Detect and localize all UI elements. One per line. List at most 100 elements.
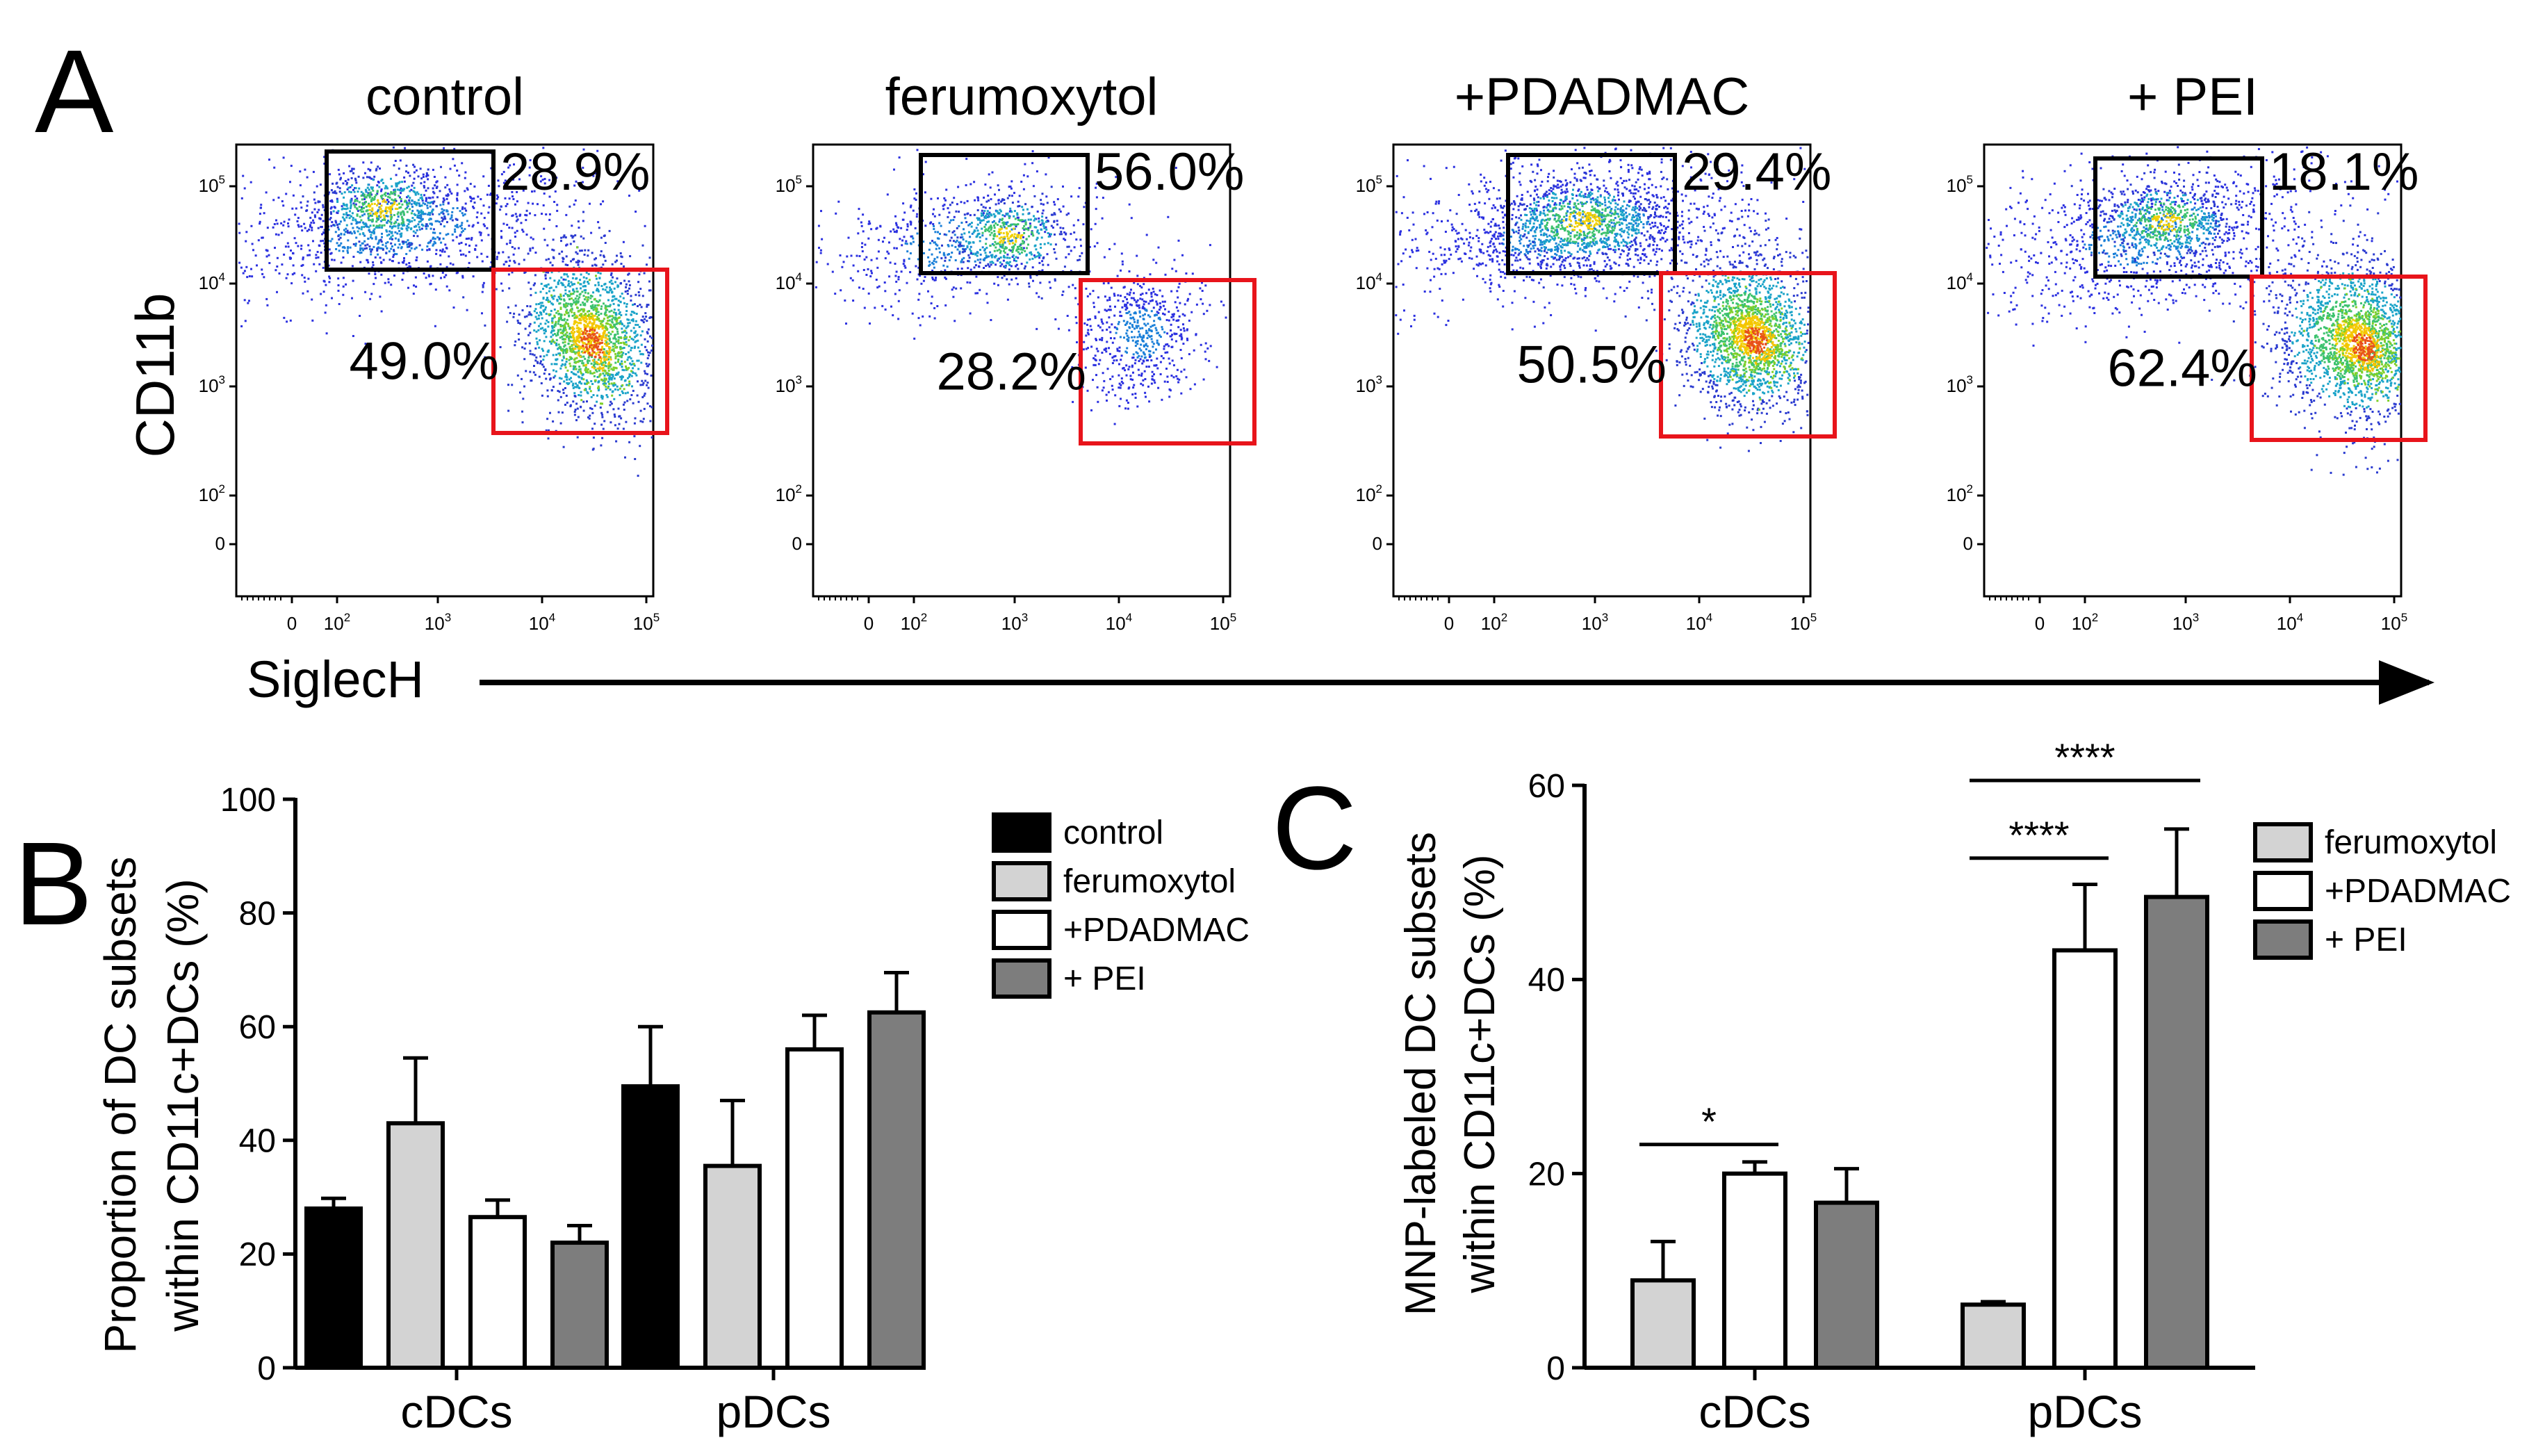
flow-event [563, 298, 566, 301]
flow-event [627, 351, 630, 354]
flow-event [598, 380, 600, 383]
flow-event [1175, 332, 1178, 335]
flow-event [609, 400, 612, 403]
flow-event [1113, 314, 1116, 317]
flow-event [649, 405, 651, 407]
flow-event [521, 309, 524, 311]
flow-event [319, 218, 322, 220]
flow-event [588, 322, 591, 325]
flow-event [578, 310, 580, 313]
flow-event [323, 242, 326, 245]
flow-event [1084, 366, 1087, 369]
flow-event [352, 172, 354, 174]
flow-event [392, 202, 395, 205]
flow-event [894, 263, 897, 265]
flow-event [433, 176, 436, 178]
flow-event [983, 226, 986, 228]
flow-event [522, 398, 525, 400]
flow-event [1156, 341, 1159, 344]
flow-event [1129, 378, 1132, 381]
flow-event [433, 200, 436, 203]
flow-event [567, 322, 569, 325]
flow-event [1132, 297, 1135, 300]
flow-event [379, 208, 382, 211]
flow-event [619, 300, 622, 303]
flow-event [435, 249, 438, 252]
flow-event [346, 188, 349, 190]
flow-event [511, 190, 514, 193]
flow-event [330, 189, 333, 192]
flow-event [400, 192, 402, 195]
flow-event [1126, 329, 1129, 332]
flow-event [619, 345, 622, 348]
flow-event [534, 282, 536, 285]
flow-event [597, 359, 600, 361]
flow-event [1182, 327, 1185, 329]
flow-event [551, 321, 554, 324]
flow-event [958, 252, 961, 255]
flow-event [536, 311, 539, 314]
flow-event [353, 190, 356, 193]
flow-event [512, 198, 515, 200]
flow-event [617, 361, 619, 363]
flow-event [345, 204, 348, 206]
flow-event [433, 228, 435, 231]
flow-event [509, 259, 511, 262]
flow-event [1017, 268, 1020, 270]
flow-event [887, 252, 890, 255]
flow-event [544, 322, 547, 325]
flow-event [1136, 299, 1139, 302]
flow-event [582, 166, 584, 169]
flow-event [641, 384, 644, 386]
flow-event [1031, 150, 1034, 153]
flow-event [559, 395, 562, 398]
flow-event [999, 261, 1001, 264]
flow-event [398, 222, 400, 225]
flow-event [533, 321, 536, 324]
flow-event [1011, 234, 1013, 236]
flow-event [584, 351, 587, 354]
flow-event [366, 186, 369, 189]
flow-event [954, 240, 957, 243]
flow-event [591, 356, 593, 359]
flow-event [1021, 206, 1024, 208]
flow-event [566, 349, 568, 352]
flow-event [456, 225, 459, 228]
flow-event [1102, 386, 1105, 389]
flow-event [375, 224, 378, 227]
flow-event [369, 297, 372, 300]
flow-event [924, 224, 927, 227]
flow-event [544, 274, 547, 277]
flow-event [608, 337, 611, 340]
flow-event [582, 308, 584, 311]
flow-event [587, 357, 590, 359]
flow-event [960, 233, 963, 236]
flow-event [456, 194, 459, 197]
flow-event [976, 254, 979, 257]
flow-event [614, 261, 617, 263]
flow-event [306, 176, 309, 179]
flow-event [1118, 363, 1120, 366]
flow-event [332, 191, 334, 194]
flow-event [1038, 256, 1041, 259]
flow-event [427, 174, 429, 177]
flow-event [1147, 334, 1150, 337]
flow-event [600, 359, 603, 362]
flow-event [983, 196, 985, 199]
flow-event [410, 203, 413, 206]
flow-event [508, 287, 511, 290]
flow-event [862, 213, 865, 216]
flow-event [393, 254, 395, 256]
flow-event [858, 255, 861, 257]
flow-event [1045, 228, 1048, 231]
flow-event [1047, 156, 1050, 159]
flow-event [1225, 316, 1227, 319]
flow-event [420, 223, 423, 226]
flow-event [1142, 318, 1145, 320]
flow-event [589, 320, 591, 323]
flow-event [629, 255, 632, 258]
flow-event [1033, 254, 1036, 257]
flow-event [1141, 306, 1144, 309]
flow-event [1072, 400, 1074, 403]
flow-event [911, 235, 914, 238]
